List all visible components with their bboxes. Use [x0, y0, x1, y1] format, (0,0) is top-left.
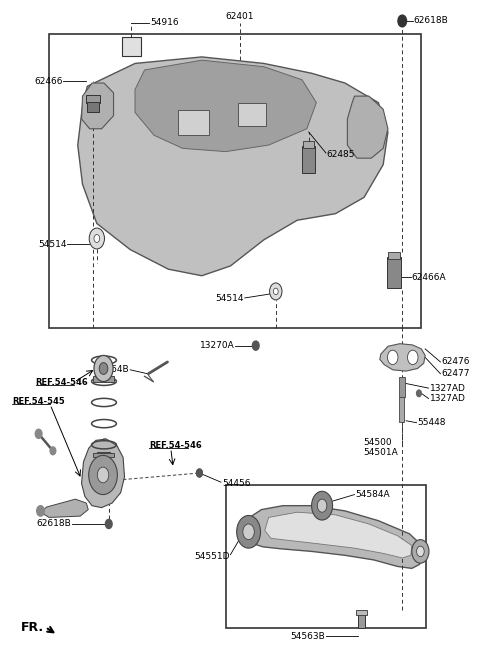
Text: 62477: 62477 — [442, 369, 470, 379]
Bar — [226, 485, 426, 628]
Circle shape — [274, 288, 278, 295]
Polygon shape — [242, 506, 424, 568]
Circle shape — [317, 499, 327, 512]
Circle shape — [197, 469, 202, 477]
Circle shape — [237, 516, 261, 548]
Bar — [49, 34, 421, 328]
Text: 55448: 55448 — [418, 419, 446, 427]
Bar — [238, 102, 266, 125]
Circle shape — [36, 506, 44, 516]
Circle shape — [243, 524, 254, 540]
Circle shape — [412, 540, 429, 563]
Text: 62401: 62401 — [226, 12, 254, 21]
Text: 54456: 54456 — [222, 479, 251, 488]
Text: 62466A: 62466A — [412, 272, 446, 281]
Text: 62485: 62485 — [327, 150, 355, 159]
Polygon shape — [380, 344, 425, 371]
Circle shape — [89, 455, 117, 495]
Bar — [303, 141, 314, 148]
Text: 54584A: 54584A — [356, 490, 390, 499]
Circle shape — [408, 350, 418, 365]
Bar — [399, 398, 404, 422]
Text: 54501A: 54501A — [363, 447, 398, 457]
Circle shape — [50, 447, 56, 455]
Text: REF.54-546: REF.54-546 — [149, 441, 202, 450]
Text: 62476: 62476 — [442, 358, 470, 367]
Polygon shape — [348, 96, 388, 158]
Circle shape — [106, 520, 112, 529]
Circle shape — [35, 429, 42, 438]
Polygon shape — [135, 60, 316, 152]
Text: 54564B: 54564B — [95, 365, 129, 375]
Bar — [359, 614, 365, 628]
Bar — [388, 252, 400, 258]
Circle shape — [387, 350, 398, 365]
Text: 54514: 54514 — [38, 240, 66, 249]
Text: 54551D: 54551D — [194, 552, 229, 561]
Bar — [178, 110, 209, 135]
Bar — [93, 453, 114, 457]
Text: 54563B: 54563B — [290, 632, 325, 641]
Text: 54514: 54514 — [216, 294, 244, 303]
Circle shape — [417, 390, 421, 397]
Bar — [302, 146, 315, 173]
Polygon shape — [40, 499, 88, 518]
Polygon shape — [82, 83, 114, 129]
Circle shape — [94, 356, 113, 382]
Circle shape — [89, 228, 105, 249]
Text: 54500: 54500 — [363, 438, 392, 447]
Bar — [86, 95, 100, 102]
Text: 62618B: 62618B — [36, 520, 71, 529]
Circle shape — [270, 283, 282, 300]
Text: 1327AD: 1327AD — [430, 384, 465, 392]
Circle shape — [94, 235, 100, 243]
Text: REF.54-546: REF.54-546 — [36, 378, 88, 387]
Text: 62618B: 62618B — [414, 16, 448, 26]
Text: FR.: FR. — [21, 621, 44, 634]
Circle shape — [312, 491, 333, 520]
Bar — [357, 610, 367, 615]
Circle shape — [197, 469, 202, 477]
Bar — [93, 377, 114, 382]
Text: 1327AD: 1327AD — [430, 394, 465, 403]
Text: 13270A: 13270A — [200, 341, 234, 350]
Bar — [399, 377, 405, 397]
Circle shape — [398, 15, 407, 27]
Bar — [87, 102, 99, 112]
Circle shape — [417, 546, 424, 557]
Bar — [387, 257, 401, 287]
Text: 54916: 54916 — [150, 18, 179, 28]
Circle shape — [97, 467, 109, 483]
Polygon shape — [78, 57, 388, 276]
Text: 62466: 62466 — [34, 77, 62, 85]
Circle shape — [252, 341, 259, 350]
Polygon shape — [265, 512, 412, 558]
Circle shape — [99, 363, 108, 375]
Text: REF.54-545: REF.54-545 — [12, 398, 65, 406]
Bar — [97, 452, 110, 488]
Bar — [121, 37, 141, 56]
Polygon shape — [82, 439, 124, 508]
